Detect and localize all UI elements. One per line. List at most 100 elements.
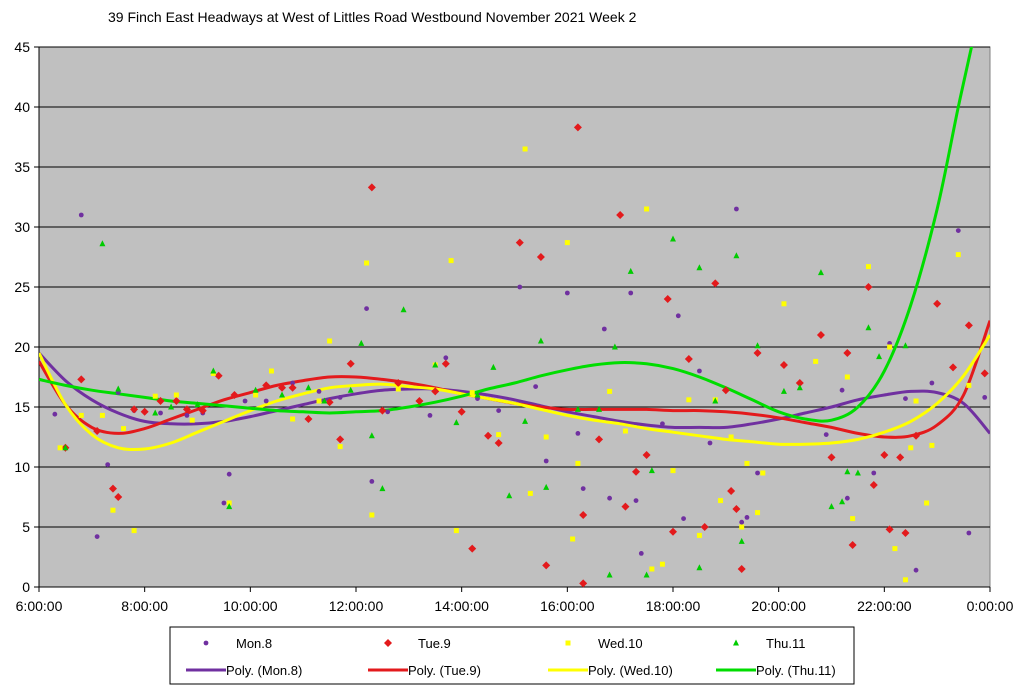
- y-tick-label: 35: [14, 159, 30, 175]
- data-point: [496, 432, 502, 438]
- data-point: [158, 410, 163, 416]
- data-point: [675, 313, 681, 319]
- data-point: [924, 500, 930, 506]
- data-point: [394, 379, 403, 387]
- data-point: [226, 503, 233, 510]
- data-point: [288, 383, 297, 392]
- series-thu-11: [62, 235, 909, 578]
- data-point: [869, 481, 878, 489]
- data-point: [156, 397, 165, 405]
- data-point: [457, 407, 466, 416]
- data-point: [364, 306, 369, 311]
- data-point: [262, 381, 271, 390]
- data-point: [527, 490, 533, 496]
- data-point: [669, 527, 677, 536]
- data-point: [99, 240, 106, 247]
- y-tick-label: 15: [14, 399, 30, 415]
- data-point: [596, 405, 603, 412]
- data-point: [901, 529, 910, 537]
- data-point: [780, 387, 787, 394]
- data-point: [648, 467, 655, 474]
- data-point: [536, 253, 545, 261]
- legend-label: Poly. (Mon.8): [226, 663, 302, 678]
- data-point: [490, 363, 497, 370]
- data-point: [933, 299, 942, 308]
- data-point: [663, 295, 672, 303]
- data-point: [649, 566, 655, 572]
- x-tick-label: 14:00:00: [434, 598, 489, 614]
- data-point: [432, 361, 439, 368]
- data-point: [865, 264, 871, 270]
- data-point: [172, 397, 181, 405]
- x-tick-label: 16:00:00: [540, 598, 595, 614]
- data-point: [305, 384, 312, 391]
- data-point: [579, 511, 588, 519]
- data-point: [828, 503, 835, 510]
- data-point: [892, 546, 898, 552]
- plot-area: [38, 46, 991, 588]
- data-point: [114, 493, 123, 501]
- data-point: [168, 403, 175, 410]
- data-point: [52, 411, 58, 417]
- data-point: [595, 435, 604, 444]
- data-point: [533, 384, 539, 389]
- data-point: [644, 206, 650, 212]
- data-point: [469, 390, 475, 396]
- data-point: [484, 431, 493, 440]
- data-point: [570, 536, 576, 542]
- x-tick-label: 18:00:00: [646, 598, 701, 614]
- data-point: [816, 331, 825, 339]
- data-point: [115, 385, 122, 392]
- data-point: [522, 146, 528, 152]
- data-point: [494, 439, 503, 447]
- data-point: [152, 409, 159, 416]
- legend-label: Poly. (Tue.9): [408, 663, 481, 678]
- data-point: [105, 462, 111, 467]
- data-point: [670, 468, 676, 474]
- data-point: [369, 512, 375, 518]
- data-point: [337, 395, 343, 400]
- series-tue-9: [61, 123, 989, 588]
- data-point: [263, 398, 269, 404]
- data-point: [316, 389, 322, 394]
- data-point: [278, 383, 287, 392]
- data-point: [574, 405, 581, 412]
- data-point: [913, 567, 919, 573]
- data-point: [453, 419, 460, 426]
- data-point: [839, 387, 845, 393]
- legend-box: [169, 626, 855, 685]
- data-point: [955, 252, 961, 258]
- data-point: [760, 470, 766, 476]
- data-point: [194, 401, 201, 408]
- data-point: [601, 326, 607, 332]
- legend-marker: [203, 640, 209, 646]
- chart-title: 39 Finch East Headways at West of Little…: [108, 9, 637, 25]
- x-tick-label: 0:00:00: [967, 598, 1014, 614]
- legend-label: Poly. (Wed.10): [588, 663, 673, 678]
- data-point: [230, 391, 239, 399]
- x-tick-label: 8:00:00: [121, 598, 168, 614]
- data-point: [684, 355, 693, 363]
- data-point: [321, 397, 328, 404]
- data-point: [378, 406, 387, 415]
- data-point: [130, 405, 139, 414]
- y-tick-label: 10: [14, 459, 30, 475]
- data-point: [221, 500, 227, 506]
- data-point: [616, 211, 625, 219]
- data-point: [737, 565, 746, 573]
- data-point: [755, 510, 761, 516]
- data-point: [844, 468, 851, 475]
- legend-marker: [384, 639, 392, 647]
- data-point: [929, 380, 935, 386]
- data-point: [848, 541, 857, 549]
- data-point: [823, 432, 829, 437]
- data-point: [739, 519, 745, 525]
- data-point: [358, 339, 365, 346]
- x-tick-label: 10:00:00: [223, 598, 278, 614]
- data-point: [537, 337, 544, 344]
- trendline-2: [39, 334, 990, 452]
- data-point: [443, 355, 449, 361]
- data-point: [448, 258, 454, 264]
- data-point: [902, 577, 908, 583]
- data-point: [753, 349, 762, 357]
